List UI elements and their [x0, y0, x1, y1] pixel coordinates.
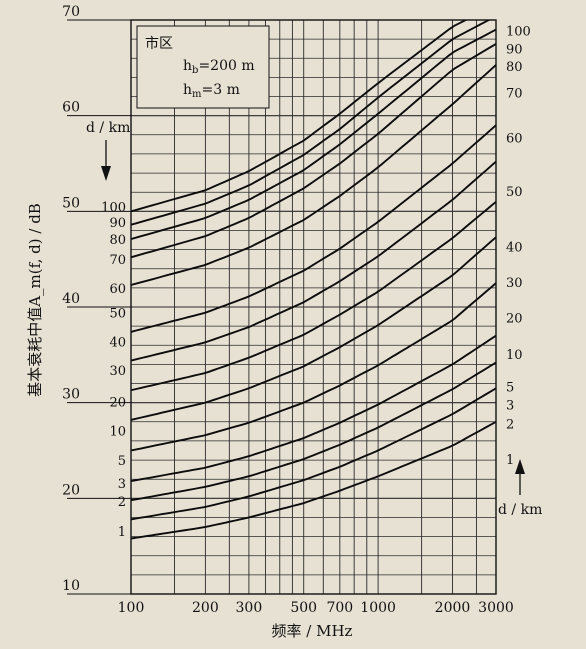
x-tick-label: 500	[290, 600, 317, 616]
right-series-label: 5	[506, 380, 514, 395]
left-series-label: 50	[109, 307, 126, 322]
y-tick-label: 30	[62, 387, 80, 403]
annotation-area: 市区	[145, 35, 173, 52]
right-series-label: 1	[506, 453, 514, 468]
x-tick-label: 1000	[360, 600, 396, 616]
right-series-label: 20	[506, 312, 523, 327]
right-series-label: 90	[506, 43, 523, 58]
x-tick-label: 100	[118, 600, 145, 616]
x-tick-label: 2000	[435, 600, 471, 616]
right-series-label: 70	[506, 87, 523, 102]
y-tick-label: 10	[62, 578, 80, 594]
x-tick-label: 200	[192, 600, 219, 616]
left-series-label: 40	[109, 335, 126, 350]
left-series-label: 1	[118, 525, 126, 540]
left-series-label: 10	[109, 424, 126, 439]
left-series-label: 60	[109, 282, 126, 297]
y-tick-label: 60	[62, 100, 80, 116]
right-series-label: 80	[506, 60, 523, 75]
y-tick-label: 40	[62, 291, 80, 307]
x-tick-label: 3000	[478, 600, 514, 616]
right-series-label: 3	[506, 399, 514, 414]
right-series-label: 10	[506, 348, 523, 363]
right-series-label: 60	[506, 132, 523, 147]
left-series-label: 5	[118, 454, 126, 469]
left-series-label: 70	[109, 253, 126, 268]
left-series-label: 100	[101, 201, 126, 216]
right-series-label: 30	[506, 276, 523, 291]
y-tick-label: 70	[62, 4, 80, 20]
y-tick-label: 50	[62, 195, 80, 211]
left-series-label: 80	[109, 233, 126, 248]
left-series-label: 3	[118, 477, 126, 492]
y-axis-title: 基本衰耗中值A_m(f, d) / dB	[26, 203, 44, 397]
y-tick-label: 20	[62, 482, 80, 498]
left-param-label: d / km	[86, 120, 130, 136]
right-param-label: d / km	[498, 502, 542, 518]
annotation-hm: hm=3 m	[183, 82, 240, 100]
x-tick-label: 700	[326, 600, 353, 616]
left-series-label: 90	[109, 216, 126, 231]
right-series-label: 2	[506, 418, 514, 433]
left-series-label: 30	[109, 364, 126, 379]
right-series-label: 40	[506, 241, 523, 256]
left-series-label: 20	[109, 396, 126, 411]
x-axis-title: 频率 / MHz	[272, 622, 353, 640]
left-series-label: 2	[118, 495, 126, 510]
x-tick-label: 300	[236, 600, 263, 616]
right-series-label: 50	[506, 185, 523, 200]
right-series-label: 100	[506, 25, 531, 40]
